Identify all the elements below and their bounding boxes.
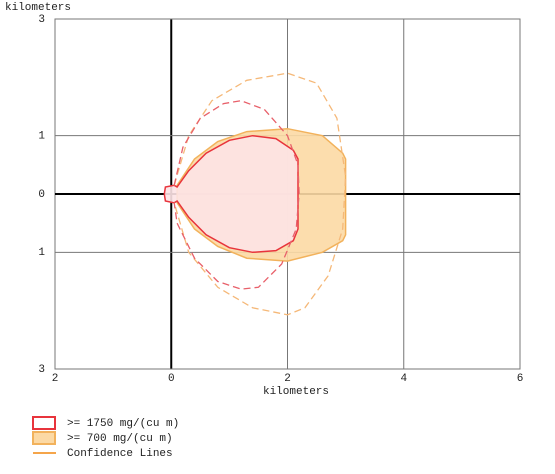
x-tick-label: 4 bbox=[400, 373, 407, 385]
x-tick-label: 0 bbox=[168, 373, 175, 385]
legend-swatch bbox=[32, 431, 56, 445]
confidence-line bbox=[173, 100, 300, 290]
y-tick-label: 3 bbox=[38, 364, 45, 376]
threat-zone bbox=[163, 134, 299, 254]
y-tick-label: 1 bbox=[38, 247, 45, 259]
y-tick-label: 1 bbox=[38, 131, 45, 143]
x-axis-label: kilometers bbox=[263, 386, 329, 398]
y-tick-label: 0 bbox=[38, 189, 45, 201]
x-tick-label: 2 bbox=[52, 373, 59, 385]
legend-label: >= 1750 mg/(cu m) bbox=[67, 418, 179, 430]
y-tick-label: 3 bbox=[38, 14, 45, 26]
y-axis-label: kilometers bbox=[5, 2, 71, 14]
x-tick-label: 6 bbox=[517, 373, 524, 385]
legend-label: >= 700 mg/(cu m) bbox=[67, 433, 173, 445]
legend-swatch bbox=[32, 416, 56, 430]
confidence-line bbox=[173, 72, 347, 316]
legend-label: Confidence Lines bbox=[67, 448, 173, 460]
x-tick-label: 2 bbox=[284, 373, 291, 385]
